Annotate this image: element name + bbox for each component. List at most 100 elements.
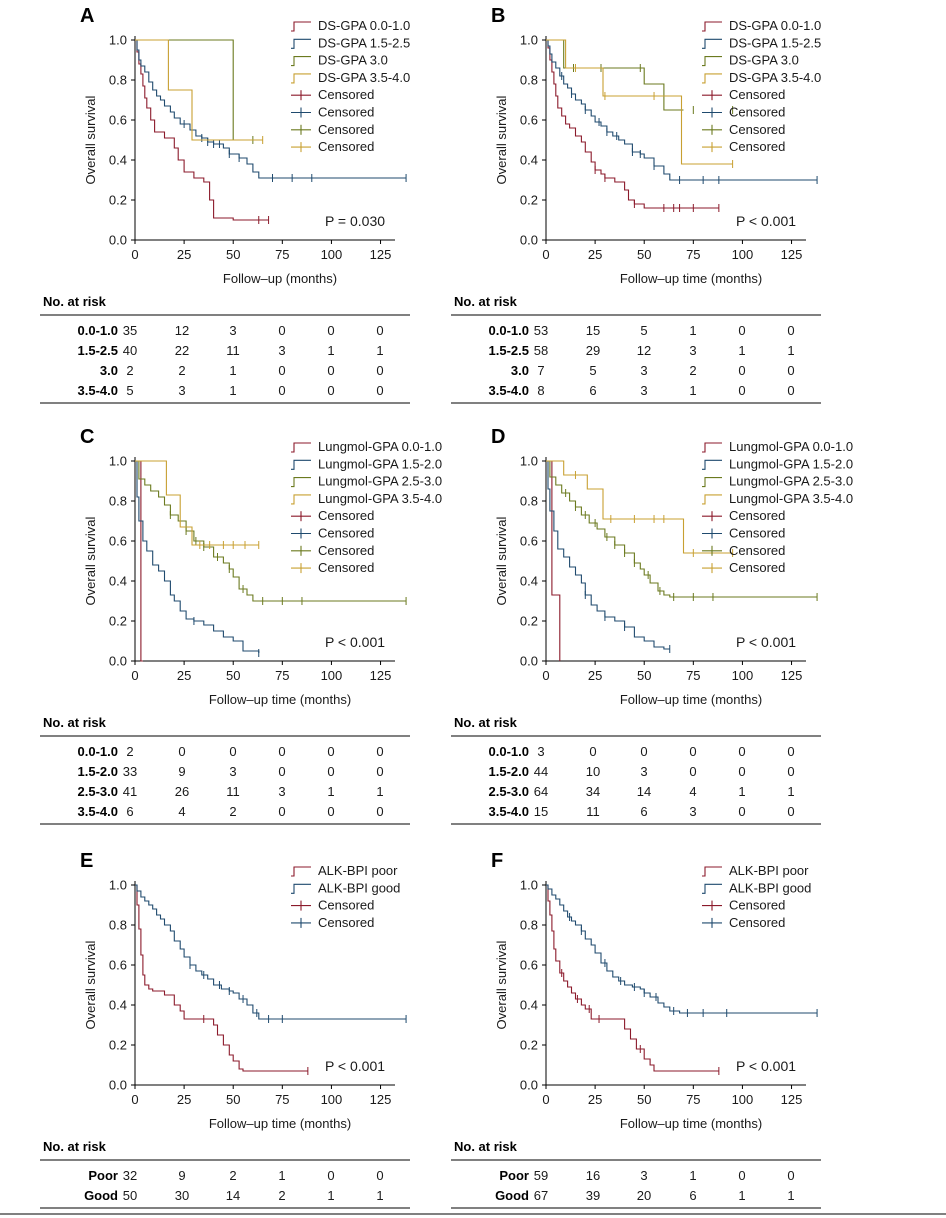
x-tick-label: 100	[732, 247, 754, 262]
risk-row-label: Poor	[499, 1168, 529, 1183]
risk-row-label: Good	[84, 1188, 118, 1203]
legend-label: Censored	[729, 122, 785, 137]
risk-row-label: 3.5-4.0	[78, 804, 118, 819]
km-curve-2	[135, 460, 260, 653]
legend-label: Censored	[318, 87, 374, 102]
y-tick-label: 0.6	[109, 113, 127, 128]
x-axis-label: Follow–up time (months)	[209, 692, 351, 707]
risk-value: 0	[738, 804, 745, 819]
legend-swatch	[291, 477, 311, 488]
x-tick-label: 25	[588, 668, 602, 683]
risk-value: 0	[376, 764, 383, 779]
risk-row-label: 0.0-1.0	[489, 323, 529, 338]
risk-value: 0	[689, 744, 696, 759]
risk-value: 5	[126, 383, 133, 398]
y-tick-label: 0.2	[520, 1038, 538, 1053]
legend-label: Lungmol-GPA 3.5-4.0	[318, 491, 442, 506]
y-tick-label: 0.0	[109, 1078, 127, 1093]
legend-swatch	[291, 883, 311, 894]
risk-value: 8	[537, 383, 544, 398]
risk-table-header: No. at risk	[454, 1139, 518, 1154]
legend-label: ALK-BPI poor	[318, 863, 398, 878]
legend-swatch	[702, 21, 722, 32]
y-tick-label: 0.0	[520, 233, 538, 248]
risk-row-label: 0.0-1.0	[489, 744, 529, 759]
legend-label: Censored	[318, 122, 374, 137]
p-value: P < 0.001	[736, 1058, 796, 1074]
y-tick-label: 0.6	[520, 958, 538, 973]
risk-row-label: 3.5-4.0	[489, 804, 529, 819]
legend-label: Lungmol-GPA 0.0-1.0	[318, 439, 442, 454]
risk-value: 4	[689, 784, 696, 799]
risk-value: 39	[586, 1188, 600, 1203]
y-tick-label: 1.0	[520, 33, 538, 48]
risk-value: 3	[640, 1168, 647, 1183]
legend-label: Censored	[729, 508, 785, 523]
p-value: P < 0.001	[325, 634, 385, 650]
risk-row-label: 3.5-4.0	[78, 383, 118, 398]
risk-value: 0	[376, 804, 383, 819]
x-axis-label: Follow–up (months)	[223, 271, 337, 286]
x-tick-label: 125	[781, 668, 803, 683]
y-tick-label: 0.6	[520, 113, 538, 128]
legend-label: Censored	[729, 526, 785, 541]
risk-value: 2	[229, 1168, 236, 1183]
legend-label: Censored	[729, 898, 785, 913]
risk-value: 0	[229, 744, 236, 759]
legend-label: DS-GPA 0.0-1.0	[729, 18, 821, 33]
risk-value: 0	[376, 1168, 383, 1183]
risk-value: 1	[229, 383, 236, 398]
risk-value: 7	[537, 363, 544, 378]
risk-value: 1	[376, 784, 383, 799]
risk-value: 1	[229, 363, 236, 378]
y-tick-label: 0.0	[109, 654, 127, 669]
risk-value: 12	[637, 343, 651, 358]
legend-swatch	[702, 866, 722, 877]
legend-swatch	[702, 459, 722, 470]
risk-value: 2	[126, 363, 133, 378]
y-axis-label: Overall survival	[83, 940, 98, 1029]
risk-value: 0	[738, 383, 745, 398]
risk-value: 22	[175, 343, 189, 358]
x-tick-label: 25	[177, 668, 191, 683]
x-tick-label: 0	[131, 668, 138, 683]
risk-value: 2	[178, 363, 185, 378]
risk-table-header: No. at risk	[454, 715, 518, 730]
risk-value: 0	[787, 804, 794, 819]
p-value: P < 0.001	[736, 634, 796, 650]
km-curve-4	[135, 39, 263, 141]
x-tick-label: 100	[321, 668, 343, 683]
x-tick-label: 75	[686, 1092, 700, 1107]
y-tick-label: 1.0	[520, 454, 538, 469]
risk-value: 0	[738, 323, 745, 338]
risk-value: 3	[229, 323, 236, 338]
legend-label: Censored	[318, 526, 374, 541]
legend-label: Censored	[729, 139, 785, 154]
risk-value: 0	[787, 323, 794, 338]
risk-value: 6	[126, 804, 133, 819]
risk-value: 53	[534, 323, 548, 338]
km-curve-3	[546, 460, 818, 598]
legend-label: Lungmol-GPA 1.5-2.0	[318, 456, 442, 471]
risk-table-header: No. at risk	[43, 715, 107, 730]
x-tick-label: 50	[637, 668, 651, 683]
y-tick-label: 1.0	[109, 454, 127, 469]
risk-value: 1	[787, 784, 794, 799]
y-tick-label: 0.2	[520, 614, 538, 629]
risk-value: 0	[787, 363, 794, 378]
risk-value: 67	[534, 1188, 548, 1203]
risk-value: 0	[327, 383, 334, 398]
km-curve-1	[546, 39, 719, 209]
risk-value: 0	[376, 744, 383, 759]
legend-label: Censored	[318, 915, 374, 930]
legend-label: DS-GPA 0.0-1.0	[318, 18, 410, 33]
km-curve-2	[546, 884, 818, 1014]
legend-label: Censored	[729, 105, 785, 120]
y-tick-label: 0.4	[520, 574, 538, 589]
risk-value: 0	[278, 383, 285, 398]
risk-row-label: 2.5-3.0	[489, 784, 529, 799]
legend-label: ALK-BPI good	[729, 880, 811, 895]
km-curve-2	[135, 39, 407, 179]
